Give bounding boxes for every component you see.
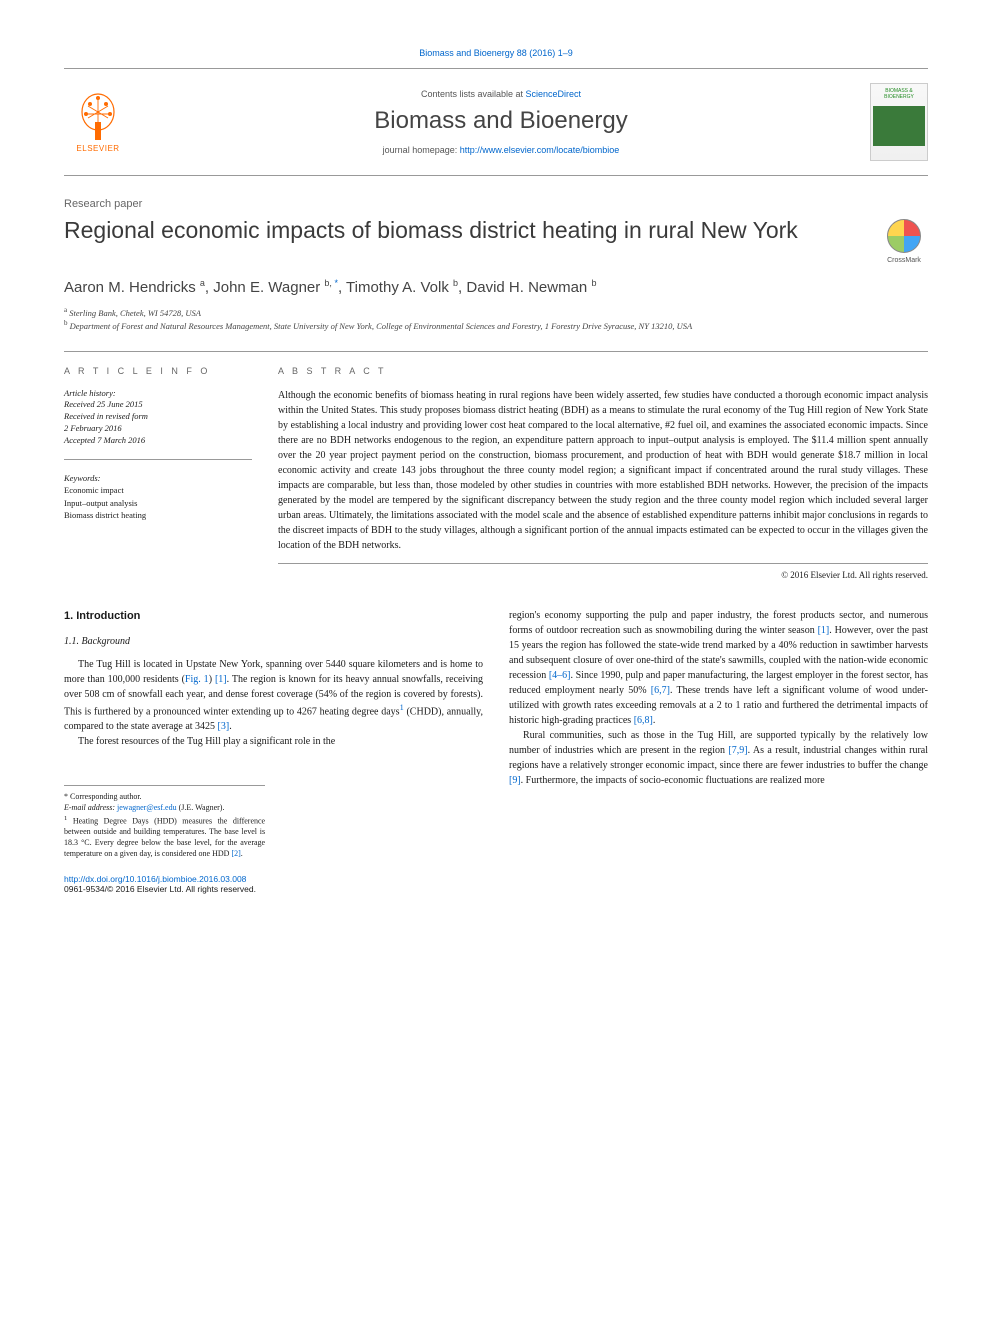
cite-1b[interactable]: [1] [818,625,830,636]
author-1: Aaron M. Hendricks [64,279,200,296]
journal-header-band: ELSEVIER Contents lists available at Sci… [64,68,928,176]
authors-line: Aaron M. Hendricks a, John E. Wagner b, … [64,278,928,296]
article-info-column: A R T I C L E I N F O Article history: R… [64,352,252,580]
received-line: Received 25 June 2015 [64,399,252,411]
footnote-1: 1 Heating Degree Days (HDD) measures the… [64,814,265,860]
cite-9[interactable]: [9] [509,775,521,786]
author-2: John E. Wagner [213,279,324,296]
page: Biomass and Bioenergy 88 (2016) 1–9 ELSE… [0,0,992,934]
subsection-heading: 1.1. Background [64,634,483,649]
elsevier-tree-icon [76,92,120,142]
homepage-link[interactable]: http://www.elsevier.com/locate/biombioe [460,145,620,155]
author-2-affil: b, [324,278,334,288]
cite-7-9[interactable]: [7,9] [728,745,747,756]
paragraph-3: region's economy supporting the pulp and… [509,608,928,728]
crossmark-label: CrossMark [887,257,921,264]
info-abstract-row: A R T I C L E I N F O Article history: R… [64,351,928,580]
author-3: Timothy A. Volk [346,279,453,296]
revised-line: Received in revised form [64,411,252,423]
sciencedirect-link[interactable]: ScienceDirect [526,89,582,99]
cover-label: BIOMASS & BIOENERGY [873,88,925,100]
figure-ref[interactable]: Fig. 1 [185,674,209,685]
email-link[interactable]: jewagner@esf.edu [117,803,177,812]
paragraph-4: Rural communities, such as those in the … [509,728,928,788]
keywords-label: Keywords: [64,472,252,484]
header-center: Contents lists available at ScienceDirec… [132,89,870,155]
author-4-affil: b [591,278,596,288]
affiliations: a Sterling Bank, Chetek, WI 54728, USA b… [64,306,928,333]
contents-prefix: Contents lists available at [421,89,526,99]
contents-line: Contents lists available at ScienceDirec… [132,89,870,99]
article-history: Article history: Received 25 June 2015 R… [64,388,252,460]
keyword-3: Biomass district heating [64,509,252,521]
homepage-line: journal homepage: http://www.elsevier.co… [132,145,870,155]
keyword-2: Input–output analysis [64,497,252,509]
abstract-copyright: © 2016 Elsevier Ltd. All rights reserved… [278,570,928,580]
keywords-block: Keywords: Economic impact Input–output a… [64,472,252,521]
issn-line: 0961-9534/© 2016 Elsevier Ltd. All right… [64,884,928,894]
cite-1[interactable]: [1] [215,674,227,685]
body-columns: 1. Introduction 1.1. Background The Tug … [64,608,928,860]
paragraph-1: The Tug Hill is located in Upstate New Y… [64,657,483,734]
paper-type: Research paper [64,198,928,210]
cite-2[interactable]: [2] [231,849,240,858]
affiliation-a: a Sterling Bank, Chetek, WI 54728, USA [64,306,928,319]
title-row: Regional economic impacts of biomass dis… [64,216,928,264]
email-note: E-mail address: jewagner@esf.edu (J.E. W… [64,803,265,814]
abstract-text: Although the economic benefits of biomas… [278,388,928,564]
accepted-line: Accepted 7 March 2016 [64,435,252,447]
cite-6-7[interactable]: [6,7] [651,685,670,696]
history-label: Article history: [64,388,252,400]
cite-3[interactable]: [3] [218,721,230,732]
article-info-heading: A R T I C L E I N F O [64,366,252,376]
footnotes: * Corresponding author. E-mail address: … [64,785,265,859]
doi-link[interactable]: http://dx.doi.org/10.1016/j.biombioe.201… [64,874,246,884]
body-column-right: region's economy supporting the pulp and… [509,608,928,860]
affiliation-b: b Department of Forest and Natural Resou… [64,319,928,332]
section-heading: 1. Introduction [64,608,483,625]
cover-image [873,106,925,146]
cite-4-6[interactable]: [4–6] [549,670,571,681]
crossmark-icon[interactable]: CrossMark [880,216,928,264]
revised-date: 2 February 2016 [64,423,252,435]
author-4: David H. Newman [466,279,591,296]
cite-6-8[interactable]: [6,8] [634,715,653,726]
citation-link[interactable]: Biomass and Bioenergy 88 (2016) 1–9 [419,48,573,58]
page-footer: http://dx.doi.org/10.1016/j.biombioe.201… [64,874,928,894]
homepage-prefix: journal homepage: [383,145,460,155]
citation-line: Biomass and Bioenergy 88 (2016) 1–9 [64,48,928,58]
journal-name: Biomass and Bioenergy [132,107,870,135]
corresponding-note: * Corresponding author. [64,792,265,803]
keyword-1: Economic impact [64,484,252,496]
publisher-label: ELSEVIER [76,144,119,153]
body-column-left: 1. Introduction 1.1. Background The Tug … [64,608,483,860]
publisher-logo: ELSEVIER [64,83,132,161]
journal-cover-thumbnail: BIOMASS & BIOENERGY [870,83,928,161]
abstract-column: A B S T R A C T Although the economic be… [278,352,928,580]
paragraph-2: The forest resources of the Tug Hill pla… [64,734,483,749]
abstract-heading: A B S T R A C T [278,366,928,376]
paper-title: Regional economic impacts of biomass dis… [64,216,866,245]
